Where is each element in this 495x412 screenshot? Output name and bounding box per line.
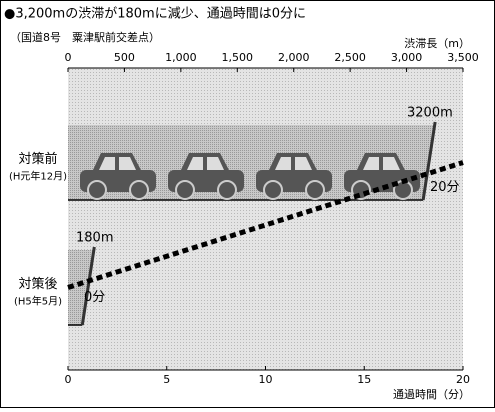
- x-tick-label: 500: [114, 51, 135, 64]
- category-note: (H5年5月): [14, 295, 62, 308]
- plot-area: [68, 68, 463, 370]
- bar: [68, 125, 436, 200]
- x2-tick-label: 15: [357, 373, 371, 386]
- x-tick-label: 1,500: [222, 51, 254, 64]
- time-label: 0分: [84, 290, 105, 305]
- x2-tick-label: 20: [456, 373, 470, 386]
- x2-tick-label: 10: [259, 373, 273, 386]
- length-label: 3200m: [407, 106, 453, 121]
- x2-tick-label: 5: [163, 373, 170, 386]
- time-label: 20分: [430, 180, 460, 195]
- x2-tick-label: 0: [65, 373, 72, 386]
- x-tick-label: 3,000: [391, 51, 423, 64]
- x-tick-label: 1,000: [165, 51, 197, 64]
- bar: [68, 250, 95, 325]
- x-tick-label: 2,500: [334, 51, 366, 64]
- category-label: 対策後: [18, 276, 57, 292]
- x2-axis-label: 通過時間（分）: [393, 388, 470, 401]
- x-tick-label: 0: [65, 51, 72, 64]
- title: ●3,200mの渋滞が180mに減少、通過時間は0分に: [4, 6, 306, 22]
- x-tick-label: 3,500: [447, 51, 479, 64]
- x-tick-label: 2,000: [278, 51, 310, 64]
- x-axis-label: 渋滞長（m）: [404, 37, 470, 50]
- length-label: 180m: [76, 231, 113, 246]
- subtitle: （国道8号 粟津駅前交差点）: [10, 30, 160, 44]
- time-line: [67, 160, 464, 290]
- bar-end: [80, 246, 96, 326]
- category-label: 対策前: [18, 151, 57, 167]
- bar-end: [421, 121, 437, 201]
- category-note: (H元年12月): [9, 170, 67, 183]
